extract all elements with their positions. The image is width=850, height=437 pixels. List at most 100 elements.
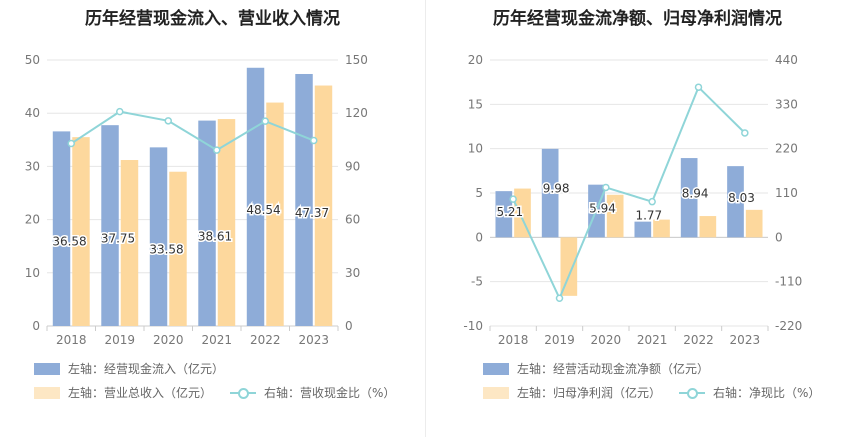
bar-series-b [266,102,284,326]
bar-series-a [295,73,313,326]
bar-series-b [606,194,624,238]
y-right-tick-label: 110 [775,186,798,200]
bar-series-b [314,85,333,326]
bar-series-a [541,148,559,238]
y-right-tick-label: 120 [345,106,368,120]
bar-series-a [246,67,265,326]
bar-series-a [198,120,216,326]
bar-series-a [101,125,119,326]
x-tick-label: 2019 [544,333,575,347]
line-series [512,85,746,301]
legend-line-swatch [230,387,257,399]
y-right-tick-label: -220 [775,319,802,333]
bar-data-label: 33.58 [149,243,183,257]
line-point [213,146,221,154]
bar-data-label: 48.54 [246,203,280,217]
legend-item-cash-inflow[interactable]: 左轴：经营现金流入（亿元） [34,360,224,377]
legend-row-1: 左轴：经营活动现金流净额（亿元） [483,360,727,377]
y-right-tick-label: 60 [345,213,360,227]
legend-swatch [34,362,60,375]
y-left-tick-label: 10 [25,266,40,280]
bar-series-b [560,237,578,296]
chart-panel-cashflow-revenue: 历年经营现金流入、营业收入情况 0 10 20 30 40 50 0 30 60 90 120 150… [25,9,413,401]
legend-item-revenue[interactable]: 左轴：营业总收入（亿元） [34,384,212,401]
legend-label: 右轴：营收现金比（%） [264,386,396,400]
x-tick-label: 2020 [153,333,184,347]
line-point [509,195,517,203]
y-left-tick-label: -5 [471,275,483,289]
bar-data-label: 1.77 [635,209,662,223]
chart-svg: 0 10 20 30 40 50 0 30 60 90 120 150 2018 2019 2020 2021… [25,53,368,347]
y-right-tick-label: 220 [775,142,798,156]
line-point [694,83,703,91]
legend-swatch [34,386,60,399]
y-left-tick-label: 20 [468,53,483,67]
y-left-tick-label: 5 [475,186,483,200]
bar-series-b [120,160,139,326]
x-tick-label: 2023 [730,333,761,347]
legend-line-swatch [679,387,706,399]
panel-divider [425,0,426,437]
y-left-tick-label: 0 [32,319,40,333]
legend-label: 右轴：净现比（%） [713,386,821,400]
legend-label: 左轴：经营现金流入（亿元） [68,362,225,376]
legend-row-2: 左轴：归母净利润（亿元） 右轴：净现比（%） [483,384,838,401]
y-left-tick-label: 20 [25,213,40,227]
line-point [648,197,656,206]
bar-series-a [634,221,652,238]
bar-series-a [52,131,71,326]
line-point [261,117,269,125]
line-point [602,183,610,192]
legend-item-net-profit[interactable]: 左轴：归母净利润（亿元） [483,384,661,401]
y-right-tick-label: 330 [775,97,798,111]
legend-label: 左轴：营业总收入（亿元） [68,386,213,400]
chart-svg: -10 -5 0 5 10 15 20 -220 -110 0 110 220 330 440 2018 20… [463,53,802,347]
legend-swatch [483,386,509,399]
bar-series-a [727,166,744,238]
line-point [116,107,124,116]
legend-label: 左轴：归母净利润（亿元） [517,386,662,400]
bar-series-b [72,137,90,326]
bar-series-a [495,191,513,238]
bar-data-label: 38.61 [198,229,232,243]
bar-data-label: 37.75 [101,232,135,246]
x-tick-label: 2019 [104,333,135,347]
y-left-tick-label: 30 [25,159,40,173]
y-right-tick-label: 30 [345,266,360,280]
bar-series-b [217,119,236,326]
y-left-tick-label: 40 [25,106,40,120]
chart-title: 历年经营现金流入、营业收入情况 [85,9,340,29]
line-point [164,117,172,125]
line-series [70,110,315,152]
bar-data-label: 36.58 [52,235,86,249]
legend-row-1: 左轴：经营现金流入（亿元） [34,360,242,377]
bar-series-b [745,209,763,238]
y-left-tick-label: 0 [475,230,483,244]
bar-data-label: 5.21 [496,205,523,219]
x-tick-label: 2022 [683,333,714,347]
y-right-tick-label: 0 [345,319,353,333]
legend-item-net-cash-ratio[interactable]: 右轴：净现比（%） [679,384,820,401]
y-left-tick-label: 50 [25,53,40,67]
bar-series-b [699,216,717,238]
x-tick-label: 2018 [56,333,87,347]
bar-data-label: 8.03 [728,191,755,205]
legend-row-2: 左轴：营业总收入（亿元） 右轴：营收现金比（%） [34,384,413,401]
legend-item-net-cashflow[interactable]: 左轴：经营活动现金流净额（亿元） [483,360,709,377]
x-tick-label: 2021 [201,333,232,347]
legend-item-ratio[interactable]: 右轴：营收现金比（%） [230,384,395,401]
y-left-tick-label: 15 [468,97,483,111]
x-tick-label: 2023 [298,333,329,347]
chart-title: 历年经营现金流净额、归母净利润情况 [493,9,782,29]
bar-data-label: 9.98 [543,182,570,196]
y-right-tick-label: 440 [775,53,798,67]
y-right-tick-label: 90 [345,159,360,173]
line-point [67,139,75,148]
bar-series-b [169,171,187,326]
bar-series-b [653,219,670,238]
line-point [555,294,564,303]
bar-series-b [514,188,531,238]
line-point [741,129,749,137]
line-point [310,136,318,145]
x-tick-label: 2022 [250,333,281,347]
